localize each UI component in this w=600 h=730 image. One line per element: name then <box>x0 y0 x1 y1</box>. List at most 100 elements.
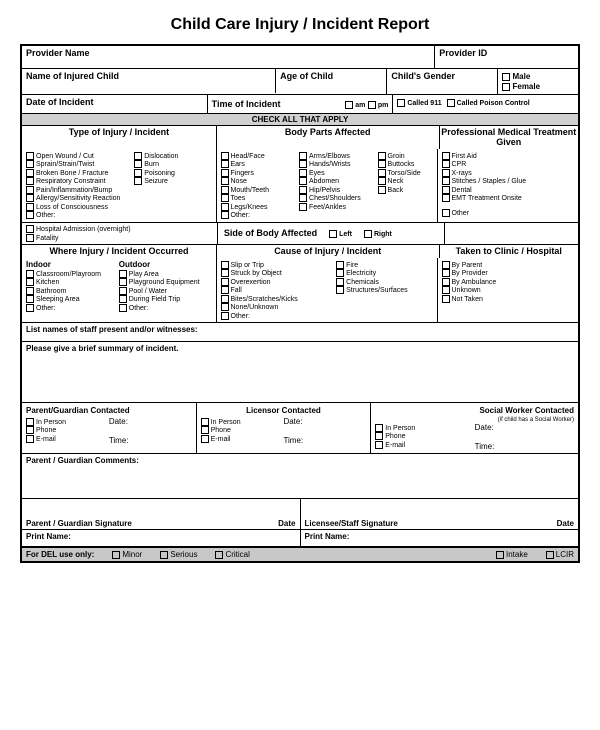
type-injury-a-checkbox-6[interactable] <box>26 203 34 211</box>
del-minor-checkbox[interactable] <box>112 551 120 559</box>
parent-phone-checkbox[interactable] <box>26 426 34 434</box>
type-injury-b-checkbox-0[interactable] <box>134 152 142 160</box>
treatment-other-checkbox[interactable] <box>442 209 450 217</box>
female-checkbox[interactable] <box>502 83 510 91</box>
date-incident-field[interactable]: Date of Incident <box>22 95 208 113</box>
body-part-b-checkbox-3[interactable] <box>299 177 307 185</box>
where-indoor-checkbox-1[interactable] <box>26 278 34 286</box>
body-part-b-checkbox-5[interactable] <box>299 194 307 202</box>
type-injury-a-checkbox-7[interactable] <box>26 211 34 219</box>
where-indoor-checkbox-4[interactable] <box>26 304 34 312</box>
type-injury-a-checkbox-5[interactable] <box>26 194 34 202</box>
parent-contacted-header: Parent/Guardian Contacted <box>26 405 192 417</box>
treatment-checkbox-0[interactable] <box>442 152 450 160</box>
del-critical-checkbox[interactable] <box>215 551 223 559</box>
body-part-b-checkbox-1[interactable] <box>299 160 307 168</box>
body-part-b-checkbox-6[interactable] <box>299 203 307 211</box>
del-lcir-checkbox[interactable] <box>546 551 554 559</box>
provider-id-field[interactable]: Provider ID <box>435 46 578 68</box>
where-indoor-checkbox-3[interactable] <box>26 295 34 303</box>
body-part-b-checkbox-2[interactable] <box>299 169 307 177</box>
cause-a-checkbox-4[interactable] <box>221 295 229 303</box>
body-part-a-checkbox-0[interactable] <box>221 152 229 160</box>
hospital-admission-checkbox[interactable] <box>26 225 34 233</box>
body-part-a-checkbox-4[interactable] <box>221 186 229 194</box>
parent-email-checkbox[interactable] <box>26 435 34 443</box>
treatment-checkbox-3[interactable] <box>442 177 450 185</box>
child-name-field[interactable]: Name of Injured Child <box>22 69 276 93</box>
body-part-b-checkbox-0[interactable] <box>299 152 307 160</box>
taken-checkbox-3[interactable] <box>442 286 450 294</box>
treatment-checkbox-4[interactable] <box>442 186 450 194</box>
del-intake-checkbox[interactable] <box>496 551 504 559</box>
cause-a-checkbox-6[interactable] <box>221 312 229 320</box>
where-outdoor-checkbox-2[interactable] <box>119 287 127 295</box>
licensor-phone-checkbox[interactable] <box>201 426 209 434</box>
taken-checkbox-2[interactable] <box>442 278 450 286</box>
social-inperson-checkbox[interactable] <box>375 424 383 432</box>
type-injury-a-checkbox-3[interactable] <box>26 177 34 185</box>
where-outdoor-checkbox-0[interactable] <box>119 270 127 278</box>
provider-name-field[interactable]: Provider Name <box>22 46 435 68</box>
licensor-inperson-checkbox[interactable] <box>201 418 209 426</box>
cause-b-checkbox-3[interactable] <box>336 286 344 294</box>
type-injury-b-checkbox-3[interactable] <box>134 177 142 185</box>
cause-b-checkbox-1[interactable] <box>336 269 344 277</box>
cause-a-checkbox-5[interactable] <box>221 303 229 311</box>
comments-field[interactable]: Parent / Guardian Comments: <box>22 454 578 498</box>
treatment-checkbox-5[interactable] <box>442 194 450 202</box>
type-injury-a-checkbox-1[interactable] <box>26 160 34 168</box>
where-outdoor-checkbox-4[interactable] <box>119 304 127 312</box>
type-injury-b-checkbox-2[interactable] <box>134 169 142 177</box>
body-part-c-checkbox-4[interactable] <box>378 186 386 194</box>
child-age-field[interactable]: Age of Child <box>276 69 387 94</box>
body-part-c-checkbox-3[interactable] <box>378 177 386 185</box>
cause-a-checkbox-0[interactable] <box>221 261 229 269</box>
treatment-checkbox-2[interactable] <box>442 169 450 177</box>
pm-checkbox[interactable] <box>368 101 376 109</box>
cause-a-checkbox-1[interactable] <box>221 269 229 277</box>
body-part-a-checkbox-7[interactable] <box>221 211 229 219</box>
cause-b-checkbox-2[interactable] <box>336 278 344 286</box>
summary-field[interactable]: Please give a brief summary of incident. <box>22 342 578 402</box>
am-checkbox[interactable] <box>345 101 353 109</box>
body-part-a-checkbox-2[interactable] <box>221 169 229 177</box>
type-injury-a-checkbox-0[interactable] <box>26 152 34 160</box>
taken-checkbox-4[interactable] <box>442 295 450 303</box>
male-checkbox[interactable] <box>502 73 510 81</box>
staff-print-name[interactable]: Print Name: <box>301 530 579 546</box>
called-911-checkbox[interactable] <box>397 99 405 107</box>
body-part-c-checkbox-0[interactable] <box>378 152 386 160</box>
body-part-b-checkbox-4[interactable] <box>299 186 307 194</box>
taken-checkbox-0[interactable] <box>442 261 450 269</box>
social-phone-checkbox[interactable] <box>375 432 383 440</box>
called-poison-checkbox[interactable] <box>447 99 455 107</box>
del-serious-checkbox[interactable] <box>160 551 168 559</box>
body-part-a-checkbox-6[interactable] <box>221 203 229 211</box>
fatality-checkbox[interactable] <box>26 234 34 242</box>
type-injury-b-checkbox-1[interactable] <box>134 160 142 168</box>
cause-b-checkbox-0[interactable] <box>336 261 344 269</box>
parent-inperson-checkbox[interactable] <box>26 418 34 426</box>
taken-checkbox-1[interactable] <box>442 269 450 277</box>
witnesses-field[interactable]: List names of staff present and/or witne… <box>22 323 578 341</box>
side-right-checkbox[interactable] <box>364 230 372 238</box>
body-part-c-checkbox-2[interactable] <box>378 169 386 177</box>
body-part-a-checkbox-3[interactable] <box>221 177 229 185</box>
social-email-checkbox[interactable] <box>375 441 383 449</box>
body-part-a-checkbox-5[interactable] <box>221 194 229 202</box>
body-part-a-checkbox-1[interactable] <box>221 160 229 168</box>
side-left-checkbox[interactable] <box>329 230 337 238</box>
cause-a-checkbox-3[interactable] <box>221 286 229 294</box>
where-outdoor-checkbox-1[interactable] <box>119 278 127 286</box>
licensor-email-checkbox[interactable] <box>201 435 209 443</box>
where-indoor-checkbox-2[interactable] <box>26 287 34 295</box>
type-injury-a-checkbox-4[interactable] <box>26 186 34 194</box>
where-indoor-checkbox-0[interactable] <box>26 270 34 278</box>
body-part-c-checkbox-1[interactable] <box>378 160 386 168</box>
type-injury-a-checkbox-2[interactable] <box>26 169 34 177</box>
treatment-checkbox-1[interactable] <box>442 160 450 168</box>
cause-a-checkbox-2[interactable] <box>221 278 229 286</box>
parent-print-name[interactable]: Print Name: <box>22 530 301 546</box>
where-outdoor-checkbox-3[interactable] <box>119 295 127 303</box>
